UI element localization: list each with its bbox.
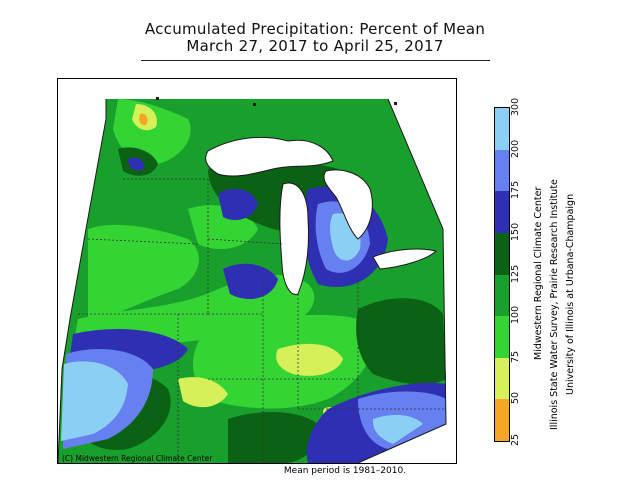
zone-50-75-a [276, 343, 343, 376]
legend-swatch-50-75 [495, 357, 509, 400]
canada-area [106, 79, 456, 229]
map-subtitle: March 27, 2017 to April 25, 2017 [186, 37, 444, 55]
zone-75-100-a [88, 224, 199, 324]
legend-tick-50: 50 [510, 392, 521, 405]
legend-tick-300: 300 [510, 97, 521, 116]
lake-erie [372, 248, 437, 270]
map-title: Accumulated Precipitation: Percent of Me… [144, 20, 486, 38]
lake-huron [323, 169, 373, 240]
map-copyright: (C) Midwestern Regional Climate Center [62, 454, 213, 463]
title-divider [141, 60, 490, 61]
zone-125-150-c [356, 298, 446, 385]
credit-isws: Illinois State Water Survey, Prairie Res… [549, 179, 560, 430]
precipitation-map [57, 78, 457, 464]
station-marks [156, 97, 397, 106]
credit-uiuc: University of Illinois at Urbana-Champai… [565, 193, 576, 395]
zone-200-300-b [61, 361, 128, 441]
legend-tick-100: 100 [510, 305, 521, 325]
legend-swatch-175-200 [495, 149, 509, 192]
mean-period-note: Mean period is 1981–2010. [0, 466, 470, 476]
zone-150-175-f [128, 157, 145, 171]
legend-tick-150: 150 [510, 222, 521, 241]
color-legend [494, 107, 510, 442]
legend-swatch-125-150 [495, 232, 509, 275]
zone-25-50 [139, 113, 148, 126]
region-outline-east [357, 98, 447, 463]
legend-swatch-75-100 [495, 316, 509, 358]
zone-150-175-b [223, 263, 278, 299]
zone-125-150-d [228, 412, 319, 463]
legend-swatch-150-175 [495, 191, 509, 233]
map-graphic [58, 79, 456, 463]
mean-period-text: Mean period is 1981–2010. [283, 466, 407, 476]
state-boundaries [78, 178, 446, 463]
legend-tick-75: 75 [510, 350, 521, 363]
legend-swatch-200-300 [495, 108, 509, 150]
lake-superior [205, 136, 334, 177]
legend-tick-25: 25 [510, 433, 521, 446]
credit-mrcc: Midwestern Regional Climate Center [533, 186, 544, 360]
zone-50-75-c [178, 377, 228, 408]
legend-tick-125: 125 [510, 264, 521, 283]
zone-150-175-a [218, 188, 258, 221]
legend-swatch-100-125 [495, 274, 509, 317]
outside-area [58, 79, 106, 463]
legend-tick-175: 175 [510, 181, 521, 200]
region-outline [58, 99, 107, 463]
zone-200-300-c [372, 414, 423, 444]
legend-swatch-25-50 [495, 399, 509, 441]
legend-tick-200: 200 [510, 139, 521, 158]
